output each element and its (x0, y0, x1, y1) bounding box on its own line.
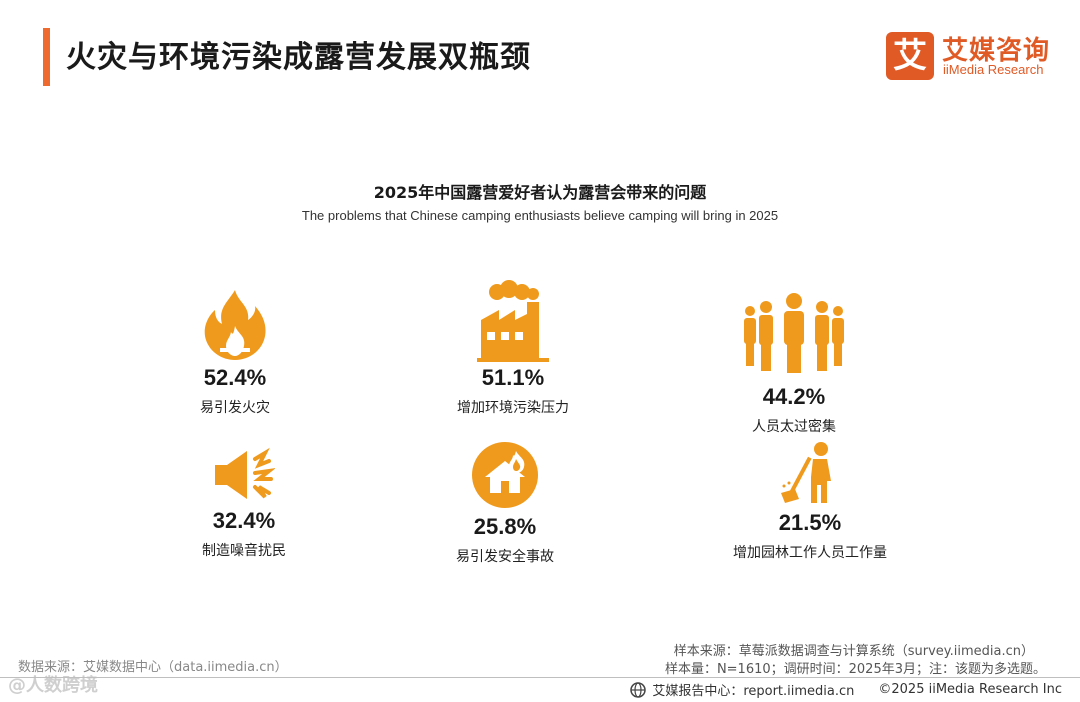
stat-label: 制造噪音扰民 (202, 543, 286, 559)
brand-logo: 艾 艾媒咨询 iiMedia Research (886, 32, 1058, 80)
stat-value: 51.1% (481, 365, 545, 390)
house-fire-icon (472, 442, 538, 508)
fire-icon (204, 290, 266, 360)
footer-copyright: ©2025 iiMedia Research Inc (878, 682, 1062, 697)
stat-value: 21.5% (778, 510, 842, 535)
stat-item-noise: 32.4% 制造噪音扰民 (144, 447, 344, 561)
logo-cn-text: 艾媒咨询 (942, 36, 1051, 66)
stat-label: 增加环境污染压力 (457, 400, 569, 416)
stat-value: 44.2% (762, 384, 826, 409)
stat-label: 增加园林工作人员工作量 (733, 545, 887, 561)
chart-title: 2025年中国露营爱好者认为露营会带来的问题 (373, 183, 707, 202)
data-source: 数据来源：艾媒数据中心（data.iimedia.cn） (18, 660, 288, 675)
logo-en-text: iiMedia Research (943, 62, 1044, 77)
stat-label: 易引发火灾 (200, 400, 270, 416)
sample-source: 样本来源：草莓派数据调查与计算系统（survey.iimedia.cn） (673, 644, 1034, 659)
stat-value: 32.4% (212, 508, 276, 533)
chart-subtitle: The problems that Chinese camping enthus… (301, 208, 779, 223)
watermark: @人数跨境 (8, 675, 98, 696)
stat-item-accident: 25.8% 易引发安全事故 (405, 441, 605, 567)
crowd-icon (744, 293, 844, 373)
sample-info: 样本量：N=1610；调研时间：2025年3月；注：该题为多选题。 (664, 662, 1046, 677)
sweeper-icon (781, 442, 831, 503)
footer: 艾媒报告中心：report.iimedia.cn ©2025 iiMedia R… (630, 680, 1062, 699)
factory-icon (477, 280, 549, 362)
stat-label: 人员太过密集 (752, 419, 836, 435)
speaker-noise-icon (215, 447, 275, 499)
page-title: 火灾与环境污染成露营发展双瓶颈 (66, 40, 531, 75)
stat-label: 易引发安全事故 (456, 549, 554, 565)
footer-report-link[interactable]: 艾媒报告中心：report.iimedia.cn (652, 684, 855, 699)
globe-icon (630, 681, 647, 698)
stat-item-gardener: 21.5% 增加园林工作人员工作量 (710, 441, 910, 563)
stat-item-fire: 52.4% 易引发火灾 (135, 288, 335, 418)
stat-item-crowd: 44.2% 人员太过密集 (694, 293, 894, 437)
title-accent-bar (43, 28, 50, 86)
logo-mark: 艾 (886, 32, 934, 80)
stat-item-pollution: 51.1% 增加环境污染压力 (413, 280, 613, 418)
footer-divider (0, 677, 1080, 678)
stat-value: 25.8% (473, 514, 537, 539)
stat-value: 52.4% (203, 365, 267, 390)
